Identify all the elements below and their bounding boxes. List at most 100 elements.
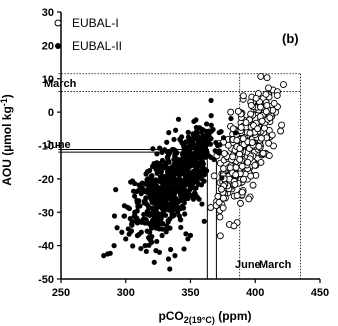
- point-eubal-i: [257, 134, 265, 142]
- point-eubal-ii: [183, 231, 189, 237]
- x-axis-title: pCO2(19°C) (ppm): [158, 309, 251, 325]
- point-eubal-ii: [191, 132, 197, 139]
- x-tick-label: 450: [311, 287, 329, 299]
- point-eubal-ii: [174, 203, 180, 209]
- point-eubal-ii: [192, 190, 198, 196]
- tick-labels: 250 300 350 400 450 -50 -40 -30 -20 -10 0 10 20 30: [38, 7, 329, 299]
- point-eubal-ii: [199, 201, 205, 207]
- point-eubal-ii: [172, 153, 178, 159]
- point-eubal-ii: [129, 219, 135, 225]
- point-eubal-ii: [111, 243, 117, 249]
- point-eubal-ii: [195, 139, 201, 145]
- y-tick-label: -50: [38, 274, 54, 286]
- point-eubal-ii: [180, 205, 187, 211]
- point-eubal-ii: [172, 179, 178, 185]
- point-eubal-ii: [155, 214, 161, 221]
- point-eubal-ii: [159, 226, 165, 232]
- point-eubal-ii: [177, 176, 183, 183]
- point-eubal-ii: [228, 115, 234, 122]
- point-eubal-i: [278, 121, 286, 129]
- legend-marker-open: [54, 19, 62, 27]
- point-eubal-ii: [220, 135, 227, 141]
- x-tick-label: 350: [181, 287, 199, 299]
- point-eubal-ii: [163, 227, 169, 233]
- point-eubal-i: [219, 194, 227, 202]
- point-eubal-ii: [216, 129, 222, 136]
- point-eubal-ii: [173, 127, 179, 133]
- point-eubal-ii: [166, 184, 172, 190]
- point-eubal-ii: [172, 160, 178, 167]
- point-eubal-ii: [134, 197, 140, 203]
- point-eubal-i: [224, 141, 232, 149]
- point-eubal-ii: [144, 228, 150, 234]
- point-eubal-i: [242, 119, 250, 127]
- point-eubal-ii: [142, 218, 148, 224]
- point-eubal-ii: [163, 160, 169, 166]
- data-points: [101, 72, 287, 272]
- point-eubal-i: [249, 181, 257, 189]
- point-eubal-ii: [178, 217, 184, 223]
- point-eubal-ii: [101, 253, 107, 259]
- point-eubal-ii: [169, 192, 175, 198]
- point-eubal-ii: [201, 218, 207, 224]
- point-eubal-ii: [179, 158, 185, 164]
- point-eubal-ii: [136, 203, 142, 209]
- point-eubal-i: [266, 114, 274, 122]
- point-eubal-i: [219, 204, 227, 212]
- point-eubal-ii: [167, 216, 173, 222]
- point-eubal-ii: [196, 196, 202, 202]
- point-eubal-ii: [123, 236, 129, 242]
- point-eubal-ii: [132, 193, 138, 199]
- point-eubal-ii: [175, 116, 182, 122]
- y-tick-label: 10: [42, 74, 54, 86]
- point-eubal-ii: [181, 246, 187, 252]
- point-eubal-ii: [138, 229, 144, 235]
- point-eubal-i: [216, 213, 224, 221]
- x-tick-label: 400: [246, 287, 264, 299]
- point-eubal-i: [265, 152, 273, 160]
- annotation-march-top: March: [44, 78, 77, 90]
- point-eubal-i: [279, 81, 287, 89]
- point-eubal-ii: [182, 211, 188, 217]
- point-eubal-ii: [177, 190, 183, 197]
- panel-label: (b): [282, 31, 299, 46]
- legend-label-2: EUBAL-II: [72, 39, 122, 53]
- point-eubal-i: [210, 172, 218, 180]
- point-eubal-ii: [153, 206, 159, 212]
- point-eubal-ii: [201, 172, 208, 178]
- point-eubal-ii: [219, 175, 225, 181]
- point-eubal-ii: [146, 205, 152, 211]
- point-eubal-ii: [184, 189, 190, 195]
- annotation-march-bottom: March: [259, 259, 292, 271]
- point-eubal-ii: [132, 209, 138, 215]
- point-eubal-ii: [171, 212, 177, 218]
- point-eubal-ii: [183, 149, 189, 155]
- point-eubal-ii: [178, 224, 184, 231]
- point-eubal-ii: [138, 191, 144, 197]
- point-eubal-ii: [181, 172, 187, 178]
- point-eubal-ii: [130, 243, 136, 249]
- point-eubal-i: [239, 92, 247, 100]
- point-eubal-ii: [198, 157, 205, 163]
- point-eubal-ii: [150, 219, 156, 225]
- point-eubal-i: [270, 99, 278, 107]
- point-eubal-i: [259, 149, 267, 157]
- point-eubal-i: [252, 94, 260, 102]
- point-eubal-ii: [181, 185, 187, 191]
- point-eubal-i: [263, 101, 271, 109]
- point-eubal-i: [263, 74, 271, 82]
- point-eubal-ii: [171, 136, 177, 143]
- point-eubal-ii: [206, 128, 212, 134]
- point-eubal-ii: [201, 178, 207, 184]
- y-tick-label: -30: [38, 207, 54, 219]
- point-eubal-i: [237, 199, 244, 207]
- point-eubal-i: [258, 117, 266, 125]
- point-eubal-ii: [128, 179, 134, 185]
- point-eubal-i: [230, 222, 238, 230]
- point-eubal-ii: [190, 196, 197, 202]
- point-eubal-i: [251, 161, 259, 169]
- point-eubal-ii: [153, 183, 159, 189]
- point-eubal-ii: [166, 130, 172, 136]
- point-eubal-i: [233, 136, 241, 144]
- point-eubal-ii: [185, 157, 191, 163]
